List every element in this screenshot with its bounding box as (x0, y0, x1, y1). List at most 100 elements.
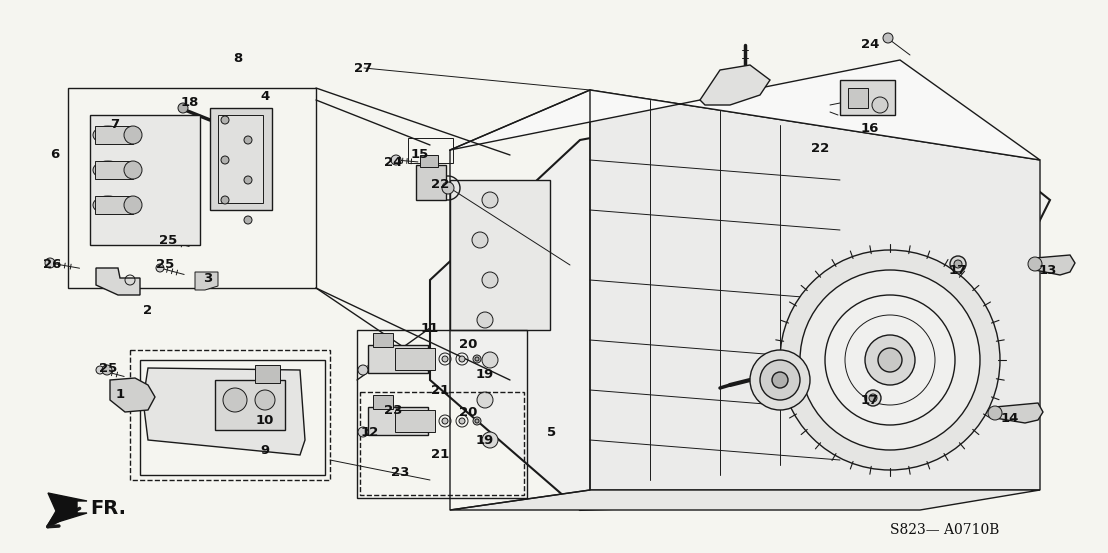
Text: 22: 22 (811, 142, 829, 154)
Text: 20: 20 (459, 406, 478, 420)
Text: 26: 26 (43, 258, 61, 272)
Polygon shape (195, 272, 218, 290)
Text: 6: 6 (50, 149, 60, 161)
Circle shape (45, 258, 55, 268)
Text: 4: 4 (260, 90, 269, 102)
Circle shape (442, 356, 448, 362)
Text: 13: 13 (1039, 263, 1057, 276)
Circle shape (1028, 257, 1042, 271)
Bar (368, 407, 428, 435)
Circle shape (482, 272, 497, 288)
Circle shape (473, 417, 481, 425)
Bar (357, 330, 527, 498)
Text: 22: 22 (431, 179, 449, 191)
Text: 11: 11 (421, 321, 439, 335)
Text: 25: 25 (156, 258, 174, 272)
Polygon shape (96, 268, 140, 295)
Text: 21: 21 (431, 448, 449, 462)
Text: 27: 27 (353, 61, 372, 75)
Text: S823— A0710B: S823— A0710B (890, 523, 999, 537)
Text: 23: 23 (383, 404, 402, 416)
Text: 10: 10 (256, 414, 274, 426)
Circle shape (475, 419, 479, 423)
Circle shape (482, 192, 497, 208)
Bar (408, 138, 453, 163)
Circle shape (878, 348, 902, 372)
Circle shape (391, 155, 401, 165)
Circle shape (220, 156, 229, 164)
Text: 3: 3 (204, 272, 213, 284)
Circle shape (459, 418, 465, 424)
Circle shape (473, 355, 481, 363)
Circle shape (244, 176, 252, 184)
Circle shape (872, 97, 888, 113)
Ellipse shape (93, 161, 123, 179)
Circle shape (478, 312, 493, 328)
Bar (373, 395, 393, 409)
Text: 12: 12 (361, 425, 379, 439)
Circle shape (161, 236, 170, 244)
Circle shape (459, 356, 465, 362)
Polygon shape (589, 90, 1040, 490)
Text: 15: 15 (411, 149, 429, 161)
Bar (848, 88, 868, 108)
Text: 16: 16 (861, 122, 879, 134)
Circle shape (442, 182, 454, 194)
Text: 21: 21 (431, 383, 449, 397)
Text: 25: 25 (158, 233, 177, 247)
Text: 5: 5 (547, 425, 556, 439)
Text: 25: 25 (99, 362, 117, 374)
Bar (416, 165, 447, 200)
Circle shape (442, 418, 448, 424)
Circle shape (988, 406, 1002, 420)
Circle shape (96, 366, 104, 374)
Polygon shape (1035, 255, 1075, 275)
Text: 14: 14 (1001, 411, 1019, 425)
Circle shape (800, 270, 979, 450)
Circle shape (244, 216, 252, 224)
Bar (255, 365, 280, 383)
Bar (95, 196, 133, 214)
Circle shape (472, 232, 488, 248)
Polygon shape (450, 60, 1040, 160)
Bar (90, 115, 201, 245)
Text: 24: 24 (383, 155, 402, 169)
Bar (394, 348, 435, 370)
Circle shape (865, 335, 915, 385)
Bar (450, 180, 550, 330)
Bar (95, 126, 133, 144)
Bar (368, 345, 428, 373)
Circle shape (750, 350, 810, 410)
Ellipse shape (93, 196, 123, 214)
Circle shape (883, 33, 893, 43)
Circle shape (482, 432, 497, 448)
Text: 2: 2 (143, 304, 153, 316)
Circle shape (954, 260, 962, 268)
Circle shape (178, 103, 188, 113)
Circle shape (255, 390, 275, 410)
Circle shape (950, 256, 966, 272)
Circle shape (124, 161, 142, 179)
Text: 24: 24 (861, 39, 879, 51)
Polygon shape (110, 378, 155, 412)
Circle shape (772, 372, 788, 388)
Text: 19: 19 (475, 434, 494, 446)
Circle shape (760, 360, 800, 400)
Bar (215, 380, 285, 430)
Circle shape (358, 365, 368, 375)
Text: 8: 8 (234, 51, 243, 65)
Circle shape (124, 196, 142, 214)
Circle shape (475, 357, 479, 361)
Polygon shape (450, 490, 1040, 510)
Circle shape (865, 390, 881, 406)
Bar (130, 350, 330, 480)
Circle shape (780, 250, 1001, 470)
Circle shape (244, 136, 252, 144)
Bar (95, 161, 133, 179)
Polygon shape (700, 65, 770, 105)
Text: 9: 9 (260, 444, 269, 456)
Circle shape (124, 126, 142, 144)
Bar (373, 333, 393, 347)
Circle shape (223, 388, 247, 412)
Bar (360, 392, 524, 495)
